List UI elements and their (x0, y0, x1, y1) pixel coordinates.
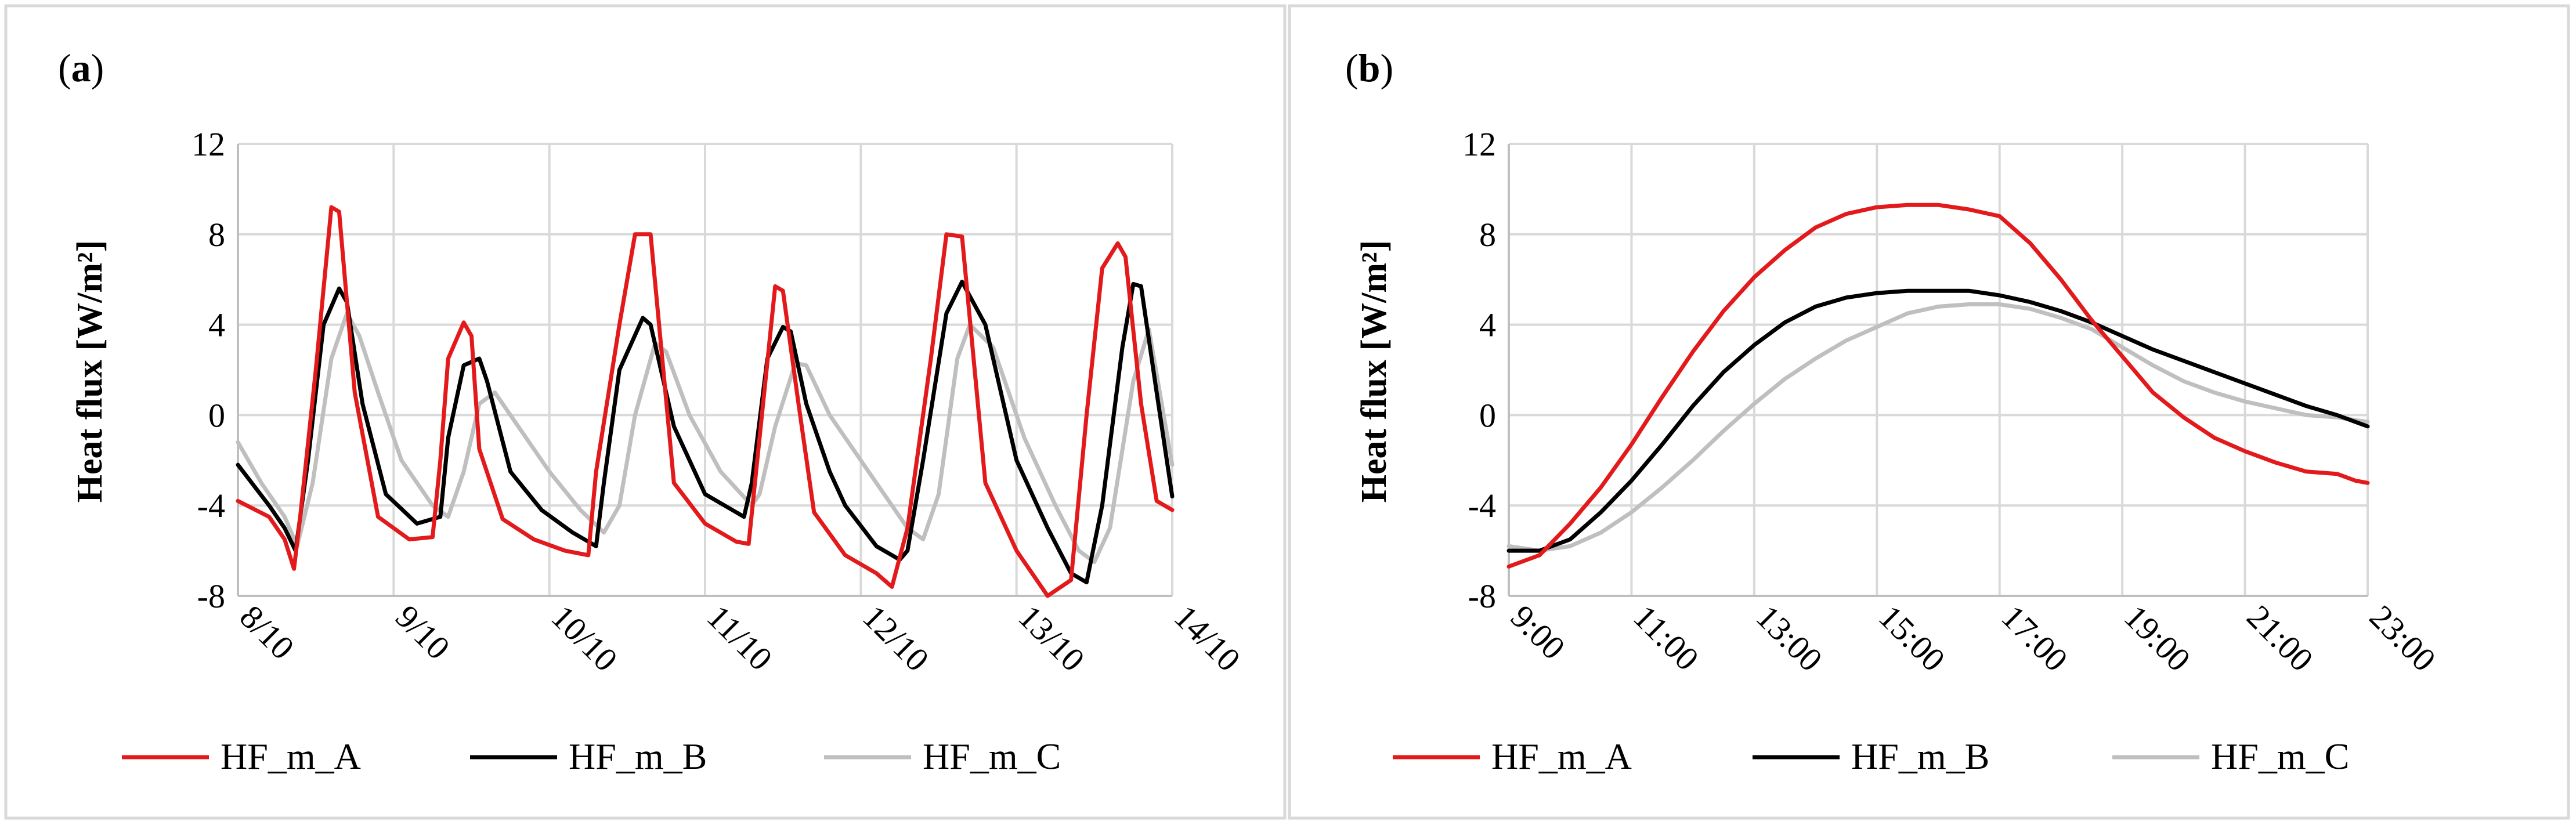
panel-a-y-tick-label: 0 (208, 396, 225, 434)
panel-b-series-hf-m-a (1506, 202, 2370, 569)
panel-b-frame (1288, 4, 2570, 820)
panel-b-y-axis-label: Heat flux [W/m²] (1354, 240, 1394, 503)
panel-b-label: (b) (1345, 46, 1393, 90)
panel-a-legend-label: HF_m_B (569, 736, 707, 777)
panel-b-y-tick-label: 0 (1479, 396, 1496, 434)
panel-a-legend-label: HF_m_C (923, 736, 1061, 777)
panel-b-legend-label: HF_m_C (2211, 736, 2349, 777)
panel-a-y-axis-label: Heat flux [W/m²] (70, 240, 110, 503)
panel-a-series (236, 205, 1175, 598)
panel-a-y-tick-label: 4 (208, 306, 225, 344)
panel-a-series-hf-m-b (236, 280, 1175, 585)
panel-a-frame (4, 4, 1287, 820)
panel-b-legend-label: HF_m_B (1851, 736, 1989, 777)
panel-b-open-paren: ( (1345, 46, 1359, 90)
panel-b-y-tick-label: 4 (1479, 306, 1496, 344)
panel-b-series-hf-m-b (1506, 288, 2370, 553)
panel-b-legend: HF_m_A HF_m_B HF_m_C (1393, 736, 2349, 777)
panel-b-series-hf-m-c (1506, 302, 2370, 553)
panel-a-y-tick-label: -4 (197, 487, 225, 525)
panel-a-close-paren: ) (91, 46, 104, 90)
panel-b-y-tick-label: -4 (1468, 487, 1496, 525)
panel-b-legend-label: HF_m_A (1491, 736, 1632, 777)
panel-a-y-tick-label: 12 (192, 125, 225, 163)
panel-b-y-tick-label: 12 (1462, 125, 1496, 163)
panel-b-y-tick-label: -8 (1468, 577, 1496, 615)
panel-a-y-tick-label: 8 (208, 216, 225, 254)
panel-b-y-tick-label: 8 (1479, 216, 1496, 254)
panel-b-grid (1508, 143, 2369, 597)
panel-a-legend-label: HF_m_A (221, 736, 361, 777)
panel-a-letter: a (71, 46, 91, 90)
panel-a-y-tick-label: -8 (197, 577, 225, 615)
panel-a-open-paren: ( (58, 46, 71, 90)
panel-a-grid (237, 143, 1173, 597)
panel-a-label: (a) (58, 46, 104, 90)
panel-b-letter: b (1359, 46, 1381, 90)
panel-a-legend: HF_m_A HF_m_B HF_m_C (122, 736, 1061, 777)
panel-b-close-paren: ) (1380, 46, 1393, 90)
panel-b-series (1506, 202, 2370, 569)
panel-a-series-hf-m-a (236, 205, 1175, 598)
panel-a-series-hf-m-c (236, 311, 1175, 565)
